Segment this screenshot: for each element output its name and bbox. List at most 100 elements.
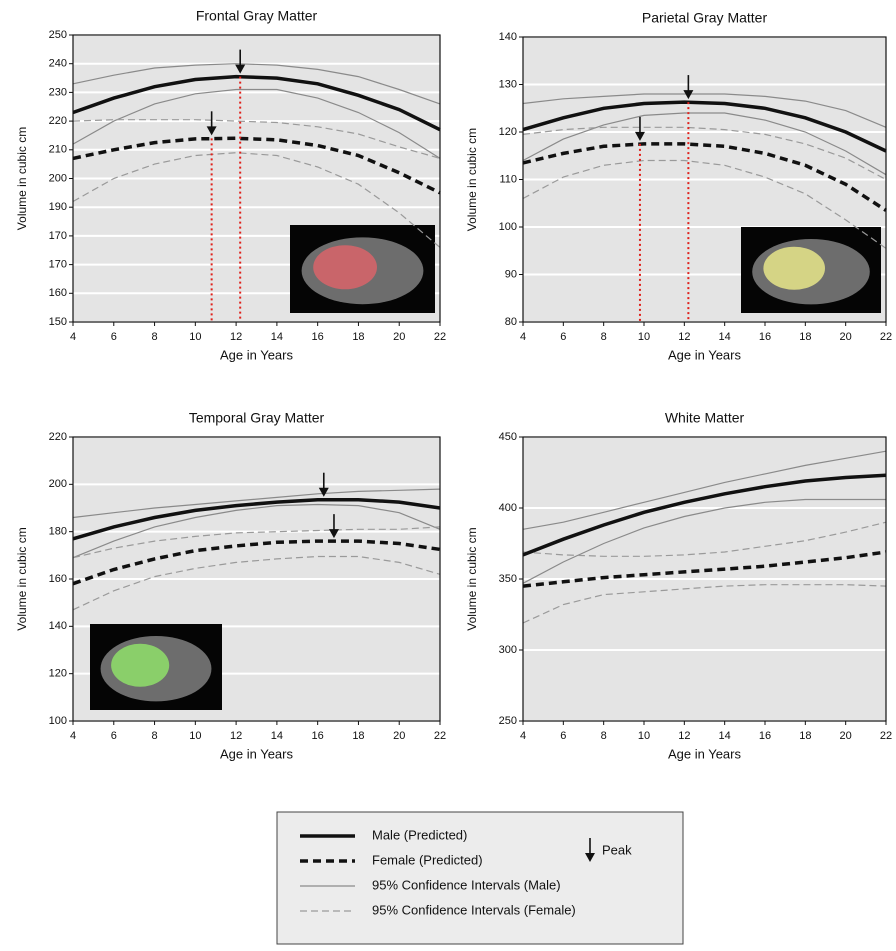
brain-region	[763, 246, 825, 290]
x-tick-label: 4	[520, 730, 526, 742]
x-tick-label: 16	[312, 331, 324, 343]
series-line	[522, 550, 887, 588]
series-line	[522, 450, 887, 530]
x-axis-label: Age in Years	[668, 746, 742, 761]
y-tick-label: 220	[49, 431, 67, 443]
series-line	[72, 63, 441, 105]
x-axis-label: Age in Years	[220, 746, 294, 761]
y-tick-label: 210	[49, 144, 67, 156]
y-tick-label: 230	[49, 86, 67, 98]
y-tick-label: 140	[499, 31, 517, 43]
arrow-head	[683, 90, 694, 100]
peak-arrow	[235, 49, 246, 74]
x-tick-label: 12	[230, 730, 242, 742]
x-tick-label: 18	[352, 730, 364, 742]
x-axis-label: Age in Years	[668, 347, 742, 362]
arrow-head	[328, 529, 339, 539]
arrow-head	[318, 487, 329, 497]
series-line	[522, 142, 887, 212]
peak-arrow	[683, 75, 694, 100]
y-tick-label: 80	[505, 316, 517, 328]
plot-frame	[72, 34, 441, 323]
legend-peak-arrow	[585, 838, 595, 862]
y-tick-label: 250	[499, 715, 517, 727]
series-line	[72, 488, 441, 519]
series-line	[522, 498, 886, 584]
x-tick-label: 20	[840, 331, 852, 343]
y-tick-label: 450	[499, 431, 517, 443]
x-tick-label: 4	[70, 331, 76, 343]
x-axis-label: Age in Years	[220, 347, 294, 362]
series-line	[72, 88, 441, 159]
arrow-head	[206, 126, 217, 136]
series-line	[522, 93, 887, 128]
x-tick-label: 10	[189, 331, 201, 343]
x-tick-label: 18	[352, 331, 364, 343]
y-tick-label: 200	[49, 478, 67, 490]
x-tick-label: 12	[678, 331, 690, 343]
series-line	[522, 112, 887, 176]
y-axis-label: Volume in cubic cm	[15, 527, 29, 630]
x-tick-label: 10	[189, 730, 201, 742]
x-tick-label: 8	[601, 331, 607, 343]
legend-label: 95% Confidence Intervals (Male)	[372, 877, 561, 892]
series-line	[72, 539, 441, 586]
series-line	[522, 584, 887, 624]
series-line	[72, 152, 441, 248]
chart-title: Temporal Gray Matter	[189, 410, 325, 426]
arrow-head	[634, 131, 645, 141]
legend-label: Female (Predicted)	[372, 852, 483, 867]
x-tick-label: 10	[638, 331, 650, 343]
y-tick-label: 220	[49, 115, 67, 127]
y-axis-label: Volume in cubic cm	[465, 527, 479, 630]
y-tick-label: 90	[505, 268, 517, 280]
x-tick-label: 22	[434, 331, 446, 343]
brain-region	[111, 643, 170, 687]
x-tick-label: 8	[601, 730, 607, 742]
y-tick-label: 100	[49, 715, 67, 727]
series-line	[522, 126, 887, 181]
x-tick-label: 18	[799, 331, 811, 343]
chart-title: Frontal Gray Matter	[196, 8, 318, 24]
series-line	[72, 136, 441, 195]
y-tick-label: 150	[49, 316, 67, 328]
x-tick-label: 20	[393, 730, 405, 742]
y-tick-label: 170	[49, 259, 67, 271]
x-tick-label: 16	[759, 730, 771, 742]
y-tick-label: 110	[499, 173, 517, 185]
y-tick-label: 140	[49, 620, 67, 632]
x-tick-label: 14	[719, 331, 731, 343]
x-tick-label: 14	[271, 331, 283, 343]
x-tick-label: 14	[719, 730, 731, 742]
series-line	[72, 119, 441, 159]
series-line	[522, 159, 887, 249]
y-tick-label: 300	[499, 644, 517, 656]
y-tick-label: 120	[49, 668, 67, 680]
x-tick-label: 8	[151, 331, 157, 343]
y-tick-label: 100	[499, 221, 517, 233]
x-tick-label: 6	[560, 730, 566, 742]
series-line	[72, 503, 441, 559]
x-tick-label: 16	[312, 730, 324, 742]
arrow-head	[235, 64, 246, 74]
x-tick-label: 8	[151, 730, 157, 742]
x-tick-label: 16	[759, 331, 771, 343]
x-tick-label: 22	[880, 331, 892, 343]
x-tick-label: 14	[271, 730, 283, 742]
y-tick-label: 400	[499, 502, 517, 514]
series-line	[522, 473, 887, 557]
peak-arrow	[206, 111, 217, 136]
series-line	[72, 555, 441, 611]
x-tick-label: 22	[880, 730, 892, 742]
x-tick-label: 12	[678, 730, 690, 742]
peak-arrow	[318, 472, 329, 497]
y-tick-label: 170	[49, 230, 67, 242]
y-tick-label: 350	[499, 573, 517, 585]
y-axis-label: Volume in cubic cm	[15, 127, 29, 230]
y-axis-label: Volume in cubic cm	[465, 128, 479, 231]
y-tick-label: 200	[49, 172, 67, 184]
y-tick-label: 250	[49, 29, 67, 41]
x-tick-label: 6	[560, 331, 566, 343]
